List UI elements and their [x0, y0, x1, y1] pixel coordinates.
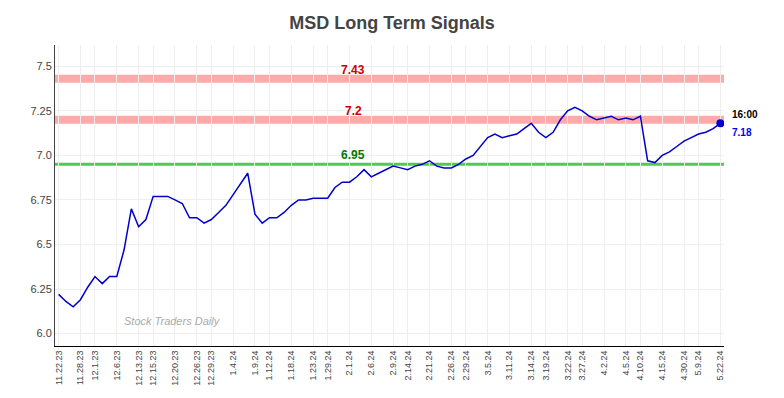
- svg-text:6.0: 6.0: [37, 327, 52, 339]
- svg-text:2.6.24: 2.6.24: [366, 351, 376, 376]
- svg-text:7.0: 7.0: [37, 149, 52, 161]
- svg-text:2.26.24: 2.26.24: [446, 351, 456, 381]
- svg-text:12.15.23: 12.15.23: [148, 351, 158, 386]
- svg-text:12.1.23: 12.1.23: [90, 351, 100, 381]
- svg-text:11.22.23: 11.22.23: [54, 351, 64, 385]
- svg-text:MSD Long Term Signals: MSD Long Term Signals: [289, 13, 495, 33]
- svg-text:7.18: 7.18: [732, 127, 752, 138]
- svg-text:1.12.24: 1.12.24: [264, 351, 274, 381]
- svg-text:3.22.24: 3.22.24: [563, 351, 573, 381]
- svg-text:12.13.23: 12.13.23: [134, 351, 144, 386]
- svg-text:16:00: 16:00: [732, 109, 758, 120]
- svg-text:1.23.24: 1.23.24: [308, 351, 318, 381]
- svg-text:3.5.24: 3.5.24: [483, 351, 493, 376]
- svg-text:4.10.24: 4.10.24: [635, 351, 645, 381]
- svg-text:2.9.24: 2.9.24: [388, 351, 398, 376]
- svg-text:2.14.24: 2.14.24: [403, 351, 413, 381]
- svg-text:1.4.24: 1.4.24: [228, 351, 238, 376]
- svg-text:3.11.24: 3.11.24: [504, 351, 514, 380]
- svg-text:Stock Traders Daily: Stock Traders Daily: [124, 315, 221, 327]
- svg-text:3.19.24: 3.19.24: [541, 351, 551, 381]
- svg-text:7.5: 7.5: [37, 60, 52, 72]
- svg-text:4.2.24: 4.2.24: [599, 351, 609, 376]
- svg-text:6.5: 6.5: [37, 238, 52, 250]
- svg-text:1.29.24: 1.29.24: [323, 351, 333, 381]
- svg-text:2.1.24: 2.1.24: [344, 351, 354, 376]
- svg-text:4.5.24: 4.5.24: [621, 351, 631, 376]
- svg-text:3.14.24: 3.14.24: [526, 351, 536, 381]
- svg-text:12.20.23: 12.20.23: [170, 351, 180, 386]
- svg-text:1.18.24: 1.18.24: [286, 351, 296, 381]
- svg-text:12.29.23: 12.29.23: [206, 351, 216, 386]
- svg-text:1.9.24: 1.9.24: [250, 351, 260, 376]
- svg-text:12.26.23: 12.26.23: [192, 351, 202, 386]
- svg-text:7.2: 7.2: [345, 104, 362, 118]
- svg-text:11.28.23: 11.28.23: [75, 351, 85, 385]
- svg-text:2.29.24: 2.29.24: [461, 351, 471, 381]
- svg-text:12.6.23: 12.6.23: [112, 351, 122, 381]
- svg-text:3.27.24: 3.27.24: [577, 351, 587, 381]
- svg-text:6.95: 6.95: [341, 148, 365, 162]
- svg-text:6.25: 6.25: [30, 283, 51, 295]
- svg-text:2.21.24: 2.21.24: [424, 351, 434, 381]
- svg-text:4.15.24: 4.15.24: [657, 351, 667, 381]
- svg-text:5.9.24: 5.9.24: [693, 351, 703, 376]
- svg-text:7.25: 7.25: [30, 105, 51, 117]
- svg-text:6.75: 6.75: [30, 194, 51, 206]
- svg-text:7.43: 7.43: [341, 63, 365, 77]
- svg-text:5.22.24: 5.22.24: [715, 351, 725, 381]
- svg-text:4.30.24: 4.30.24: [679, 351, 689, 381]
